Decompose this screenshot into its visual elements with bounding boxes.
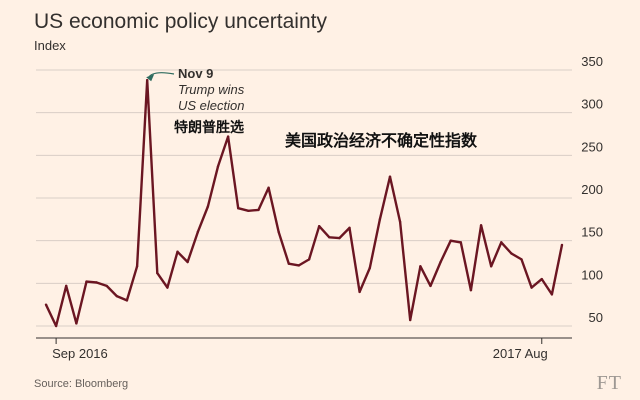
- x-tick-label-2: 2017 Aug: [493, 346, 548, 361]
- annotation-arrowhead: [146, 74, 155, 82]
- data-point-29: [328, 236, 331, 239]
- data-point-21: [247, 209, 250, 212]
- data-point-34: [378, 218, 382, 221]
- data-point-22: [257, 208, 260, 212]
- annotation-line2: US election: [178, 98, 244, 113]
- chinese-title: 美国政治经济不确定性指数: [285, 131, 478, 150]
- data-point-42: [459, 241, 463, 244]
- data-point-44: [479, 224, 483, 227]
- data-point-41: [449, 239, 452, 242]
- annotations: Nov 9 Trump wins US election 特朗普胜选 美国政治经…: [146, 66, 478, 150]
- y-tick-label-300: 300: [581, 97, 603, 112]
- y-tick-label-100: 100: [581, 267, 603, 282]
- data-point-6: [95, 281, 98, 284]
- data-point-24: [277, 230, 280, 234]
- data-point-50: [540, 277, 543, 281]
- data-point-2: [54, 324, 58, 328]
- data-point-1: [44, 303, 48, 306]
- data-point-13: [166, 286, 169, 289]
- data-point-11: [145, 79, 149, 82]
- data-point-9: [125, 299, 129, 302]
- data-point-26: [297, 264, 301, 267]
- brand-logo: FT: [596, 372, 622, 394]
- data-point-46: [500, 241, 503, 244]
- data-point-38: [419, 265, 422, 268]
- y-tick-label-50: 50: [589, 310, 603, 325]
- data-point-40: [439, 260, 442, 264]
- data-point-8: [115, 294, 119, 298]
- series-points: [44, 79, 564, 328]
- annotation-date: Nov 9: [178, 66, 213, 81]
- data-point-31: [348, 226, 351, 230]
- data-point-39: [429, 284, 432, 288]
- data-point-37: [409, 318, 412, 322]
- chart-subtitle: Index: [34, 38, 66, 53]
- y-axis-ticks: 50 100 150 200 250 300 350: [581, 54, 603, 325]
- data-point-36: [398, 220, 402, 224]
- data-point-14: [176, 250, 179, 253]
- data-point-19: [226, 135, 230, 138]
- data-point-28: [317, 224, 321, 228]
- data-point-45: [489, 265, 493, 268]
- y-tick-label-200: 200: [581, 182, 603, 197]
- data-point-51: [550, 293, 554, 296]
- annotation-line1: Trump wins: [178, 82, 245, 97]
- series-line-uncertainty-index: [44, 79, 564, 328]
- chart-title: US economic policy uncertainty: [34, 10, 327, 33]
- source-note: Source: Bloomberg: [34, 378, 129, 390]
- data-point-12: [156, 271, 159, 275]
- data-point-25: [287, 262, 291, 265]
- data-point-4: [75, 322, 78, 325]
- data-point-48: [520, 258, 523, 261]
- data-point-7: [105, 284, 108, 288]
- data-point-35: [388, 175, 392, 178]
- data-point-5: [85, 280, 88, 283]
- data-point-15: [186, 260, 189, 264]
- data-point-47: [510, 252, 513, 255]
- data-point-20: [237, 207, 240, 210]
- data-point-32: [358, 290, 361, 294]
- chinese-annotation: 特朗普胜选: [174, 119, 244, 136]
- data-point-30: [338, 236, 341, 240]
- data-point-3: [65, 284, 68, 288]
- x-tick-label-1: Sep 2016: [52, 346, 108, 361]
- data-point-17: [206, 205, 210, 208]
- y-tick-label-350: 350: [581, 54, 603, 69]
- data-point-23: [267, 186, 270, 189]
- data-point-43: [469, 288, 473, 292]
- data-point-33: [368, 266, 371, 270]
- data-point-27: [307, 258, 311, 261]
- data-point-10: [135, 265, 139, 268]
- data-point-49: [530, 286, 533, 289]
- data-point-52: [560, 243, 564, 247]
- y-tick-label-150: 150: [581, 225, 603, 240]
- data-point-18: [216, 165, 220, 168]
- grid-lines: [36, 69, 572, 327]
- data-point-16: [196, 230, 199, 234]
- x-axis: Sep 2016 2017 Aug: [36, 337, 572, 361]
- y-tick-label-250: 250: [581, 139, 603, 154]
